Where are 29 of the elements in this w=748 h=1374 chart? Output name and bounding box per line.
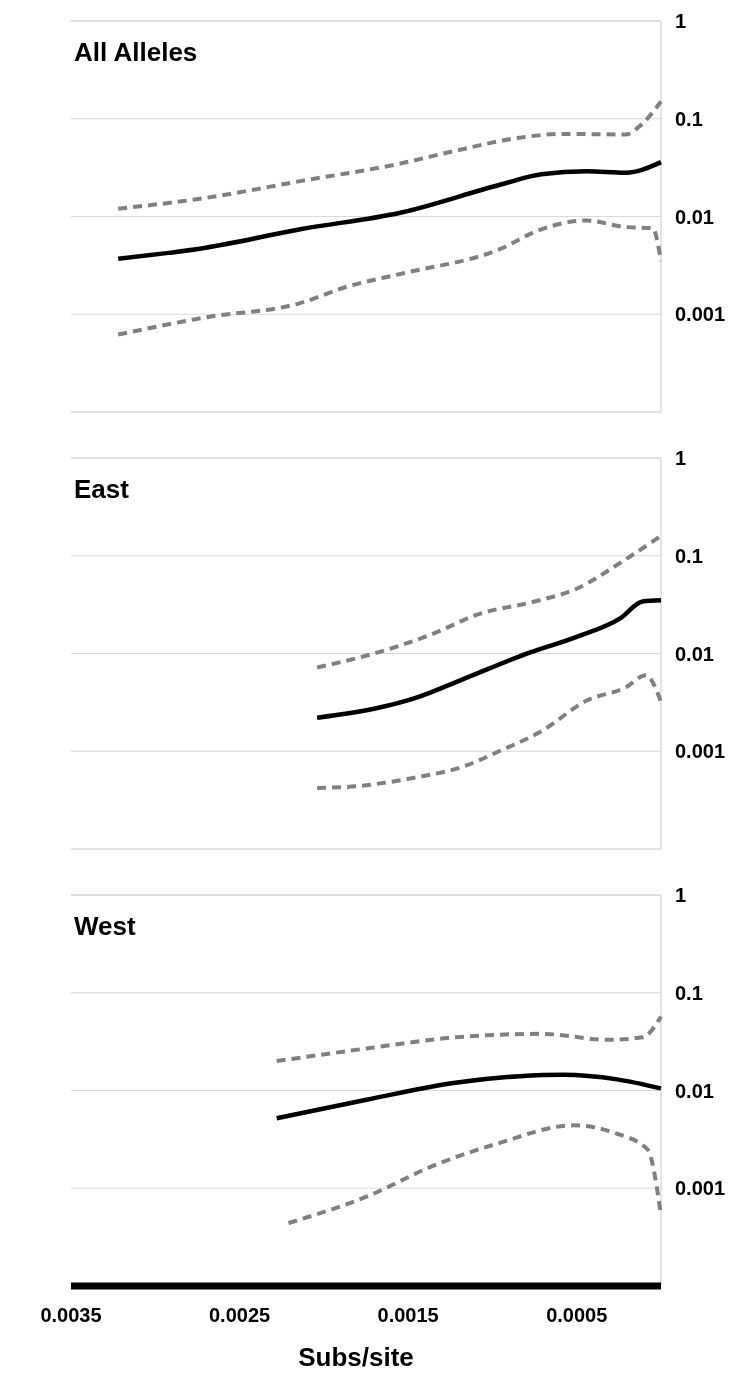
y-tick-label: 0.001 (675, 303, 726, 326)
y-tick-label: 1 (675, 10, 687, 32)
y-tick-label: 0.001 (675, 740, 726, 763)
line-series (315, 673, 663, 791)
y-tick-label: 0.01 (675, 642, 714, 665)
x-tick-label: 0.0025 (208, 1304, 271, 1326)
line-series (115, 159, 664, 261)
y-tick-label: 0.1 (675, 544, 703, 567)
line-series (286, 1123, 663, 1226)
line-series (274, 1014, 663, 1064)
line-series (314, 598, 664, 721)
line-series (116, 99, 663, 211)
y-tick-label: 1 (675, 884, 687, 906)
line-series (116, 218, 663, 337)
text: All Alleles (74, 37, 198, 67)
x-axis-title: Subs/site (298, 1342, 414, 1372)
text: East (74, 474, 130, 504)
line-series (274, 1072, 664, 1121)
text: West (74, 911, 136, 941)
x-tick-label: 0.0035 (40, 1304, 102, 1326)
line-series (315, 533, 663, 670)
y-tick-label: 0.001 (675, 1177, 726, 1200)
y-tick-label: 1 (675, 447, 687, 469)
x-tick-label: 0.0015 (377, 1304, 439, 1326)
y-tick-label: 0.01 (675, 1079, 714, 1102)
y-tick-label: 0.01 (675, 205, 714, 228)
y-tick-label: 0.1 (675, 107, 703, 130)
x-tick-label: 0.0005 (546, 1304, 608, 1326)
y-tick-label: 0.1 (675, 981, 703, 1004)
